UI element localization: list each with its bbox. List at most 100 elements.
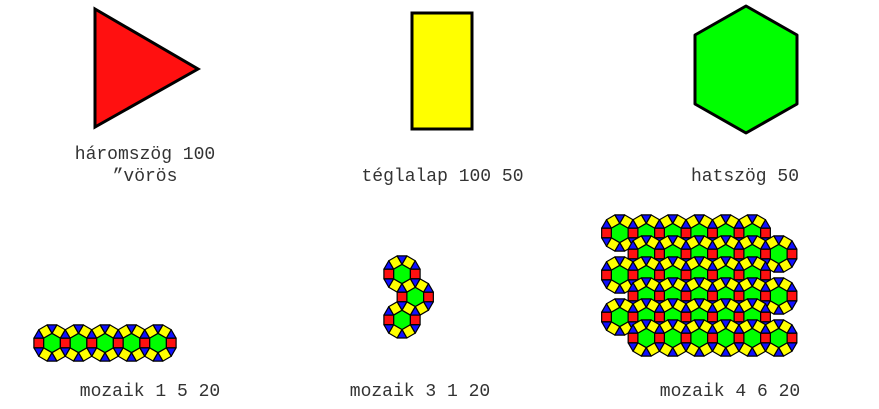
triangle-tile [423,283,434,293]
square-tile [409,268,421,280]
triangle-tile [693,277,705,287]
triangle-tile [693,319,705,329]
triangle-tile [773,347,785,357]
triangle-tile [720,235,732,245]
triangle-tile [139,347,151,357]
triangle-tile [627,240,639,250]
square-tile [707,227,718,239]
triangle-tile [773,319,785,329]
square-tile [627,227,639,239]
triangle-tile [760,324,771,334]
triangle-tile [786,258,798,268]
triangle-tile [654,261,665,271]
triangle-tile [139,329,151,339]
triangle-tile [667,235,679,245]
triangle-tile [73,352,84,362]
square-tile [733,227,745,239]
triangle-tile [614,298,626,308]
triangle-tile [733,324,745,334]
triangle-tile [601,321,612,331]
triangle-tile [707,240,718,250]
triangle-tile [760,240,771,250]
triangle-tile [654,342,665,352]
triangle-caption-line1: háromszög 100 [74,145,216,165]
triangle-tile [786,282,798,292]
triangle-tile [126,352,137,362]
triangle-tile [720,256,732,266]
triangle-tile [654,303,665,313]
triangle-tile [165,329,177,339]
triangle-tile [601,279,612,289]
triangle-caption-line2: ”vörös [112,167,178,187]
triangle-tile [680,342,692,352]
triangle-tile [383,306,395,316]
square-tile [383,314,395,326]
triangle-tile [383,278,395,288]
square-tile [786,332,798,344]
triangle-tile [423,301,434,311]
triangle-tile [409,306,421,316]
triangle-tile [667,277,679,287]
red-triangle-shape [93,6,202,130]
square-tile [786,290,798,302]
triangle-tile [654,324,665,334]
triangle-tile [760,261,771,271]
triangle-tile [614,214,626,224]
triangle-tile [396,329,408,339]
triangle-tile [627,324,639,334]
triangle-tile [746,277,758,287]
square-tile [33,337,45,349]
triangle-tile [760,342,771,352]
square-tile [680,311,692,323]
triangle-tile [383,260,395,270]
triangle-tile [786,342,798,352]
triangle-tile [693,235,705,245]
square-tile [733,269,745,281]
triangle-tile [601,261,612,271]
square-tile [423,291,434,303]
square-tile [707,269,718,281]
triangle-tile [733,282,745,292]
triangle-tile [396,255,408,265]
triangle-tile [112,329,124,339]
square-tile [627,248,639,260]
triangle-tile [746,235,758,245]
triangle-tile [760,303,771,313]
triangle-tile [667,347,679,357]
triangle-tile [720,319,732,329]
triangle-tile [746,214,758,224]
square-tile [680,332,692,344]
square-tile [733,290,745,302]
triangle-tile [640,235,652,245]
square-tile [59,337,71,349]
square-tile [733,311,745,323]
triangle-tile [733,261,745,271]
triangle-tile [773,235,785,245]
hexagon-caption: hatszög 50 [690,167,800,187]
triangle-tile [786,300,798,310]
triangle-tile [733,342,745,352]
triangle-tile [59,329,71,339]
triangle-tile [680,282,692,292]
triangle-tile [667,256,679,266]
mosaic-2-caption: mozaik 3 1 20 [349,382,491,402]
triangle-tile [720,298,732,308]
triangle-tile [746,298,758,308]
square-tile [654,248,665,260]
square-tile [707,290,718,302]
triangle-tile [693,214,705,224]
triangle-tile [786,240,798,250]
square-tile [760,290,771,302]
triangle-tile [746,347,758,357]
triangle-tile [680,303,692,313]
triangle-tile [601,219,612,229]
square-tile [627,290,639,302]
triangle-tile [409,260,421,270]
square-tile [396,291,408,303]
square-tile [760,311,771,323]
mosaic-1-caption: mozaik 1 5 20 [79,382,221,402]
triangle-tile [640,347,652,357]
square-tile [139,337,151,349]
triangle-tile [86,329,98,339]
